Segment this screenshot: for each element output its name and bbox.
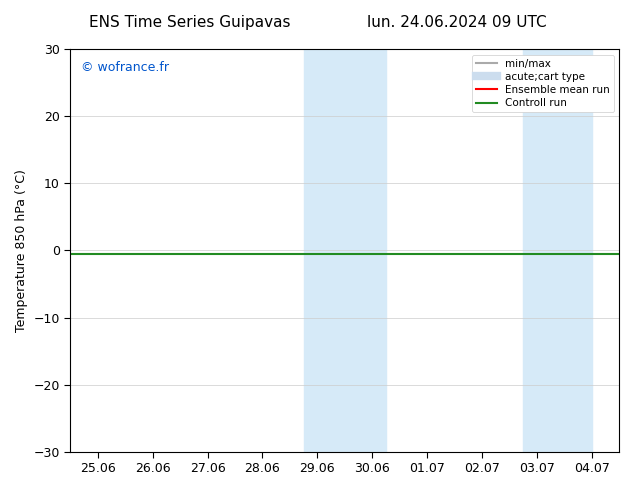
Y-axis label: Temperature 850 hPa (°C): Temperature 850 hPa (°C) — [15, 169, 28, 332]
Text: ENS Time Series Guipavas: ENS Time Series Guipavas — [89, 15, 291, 30]
Legend: min/max, acute;cart type, Ensemble mean run, Controll run: min/max, acute;cart type, Ensemble mean … — [472, 54, 614, 112]
Bar — [523, 49, 592, 452]
Text: lun. 24.06.2024 09 UTC: lun. 24.06.2024 09 UTC — [366, 15, 547, 30]
Bar — [304, 49, 386, 452]
Text: © wofrance.fr: © wofrance.fr — [81, 61, 169, 74]
